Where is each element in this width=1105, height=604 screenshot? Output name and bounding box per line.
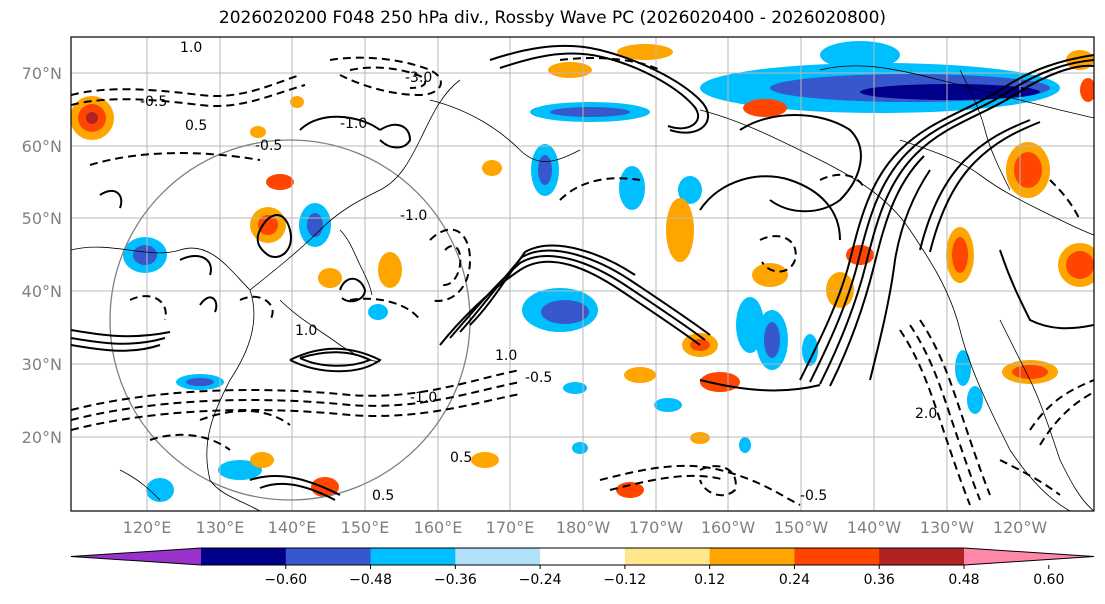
contour-label: -0.5: [525, 370, 552, 386]
contour-label: -0.5: [140, 94, 167, 110]
colorbar-tick-label: 0.60: [1033, 572, 1064, 588]
colorbar-tick-label: −0.24: [519, 572, 562, 588]
colorbar-box: [370, 548, 456, 565]
colorbar-box: [540, 548, 626, 565]
lat-label-30: 30°N: [22, 355, 62, 374]
colorbar-box: [285, 548, 372, 565]
contour-labels: -3.0 -0.5 -1.0 1.0 -0.5 0.5 -1.0 1.0 -0.…: [140, 40, 937, 504]
latitude-labels: 70°N 60°N 50°N 40°N 30°N 20°N: [22, 64, 62, 447]
lon-label: 130°W: [920, 518, 975, 537]
colorbar-extend-high: [964, 548, 1094, 565]
colorbar-tick-label: −0.12: [603, 572, 646, 588]
positive-contours: [71, 44, 1094, 501]
contour-label: 1.0: [495, 348, 517, 364]
lat-label-50: 50°N: [22, 209, 62, 228]
lon-label: 180°W: [556, 518, 611, 537]
colorbar-tick-label: 0.48: [948, 572, 979, 588]
map-frame: [70, 36, 1095, 512]
lon-label: 120°W: [993, 518, 1048, 537]
contour-label: 1.0: [180, 40, 202, 56]
contour-label: -0.5: [800, 488, 827, 504]
lon-label: 120°E: [123, 518, 172, 537]
lon-label: 160°W: [701, 518, 756, 537]
contour-label: 2.0: [915, 406, 937, 422]
lon-label: 160°E: [414, 518, 463, 537]
colorbar-box: [879, 548, 965, 565]
lon-label: 170°W: [629, 518, 684, 537]
longitude-labels: 120°E 130°E 140°E 150°E 160°E 170°E 180°…: [123, 518, 1048, 537]
contour-label: 0.5: [185, 118, 207, 134]
lat-label-70: 70°N: [22, 64, 62, 83]
colorbar-tick-label: 0.12: [694, 572, 725, 588]
colorbar-box: [455, 548, 541, 565]
colorbar-extend-low: [71, 548, 201, 565]
contour-label: -1.0: [400, 208, 427, 224]
lat-label-40: 40°N: [22, 282, 62, 301]
divergence-shading: [71, 41, 1094, 502]
colorbar-outline: [70, 547, 1095, 566]
contour-label: 0.5: [450, 450, 472, 466]
colorbar-box: [709, 548, 795, 565]
contour-label: -0.5: [255, 138, 282, 154]
colorbar-tick-label: −0.48: [349, 572, 392, 588]
contour-label: -1.0: [340, 116, 367, 132]
lon-label: 170°E: [486, 518, 535, 537]
lon-label: 150°E: [341, 518, 390, 537]
lon-label: 150°W: [774, 518, 829, 537]
map-title: 2026020200 F048 250 hPa div., Rossby Wav…: [218, 8, 887, 28]
colorbar-tick-label: 0.24: [779, 572, 810, 588]
lon-label: 140°W: [847, 518, 902, 537]
colorbar-tick-label: 0.36: [864, 572, 895, 588]
colorbar-tick-label: −0.60: [264, 572, 307, 588]
lat-label-60: 60°N: [22, 137, 62, 156]
colorbar-box: [794, 548, 880, 565]
lon-label: 140°E: [268, 518, 317, 537]
contour-label: 1.0: [295, 323, 317, 339]
lat-label-20: 20°N: [22, 428, 62, 447]
contour-label: -1.0: [410, 390, 437, 406]
colorbar-box: [201, 548, 287, 565]
colorbar-tick-label: −0.36: [434, 572, 477, 588]
colorbar-box: [624, 548, 711, 565]
lon-label: 130°E: [196, 518, 245, 537]
negative-contours: [71, 56, 1094, 506]
colorbar: −0.60 −0.48 −0.36 −0.24 −0.12 0.12 0.24 0.36 0.4…: [70, 547, 1095, 588]
contour-label: 0.5: [372, 488, 394, 504]
coastlines: [71, 65, 1094, 511]
map-panel: -3.0 -0.5 -1.0 1.0 -0.5 0.5 -1.0 1.0 -0.…: [71, 37, 1094, 511]
contour-label: -3.0: [405, 70, 432, 86]
